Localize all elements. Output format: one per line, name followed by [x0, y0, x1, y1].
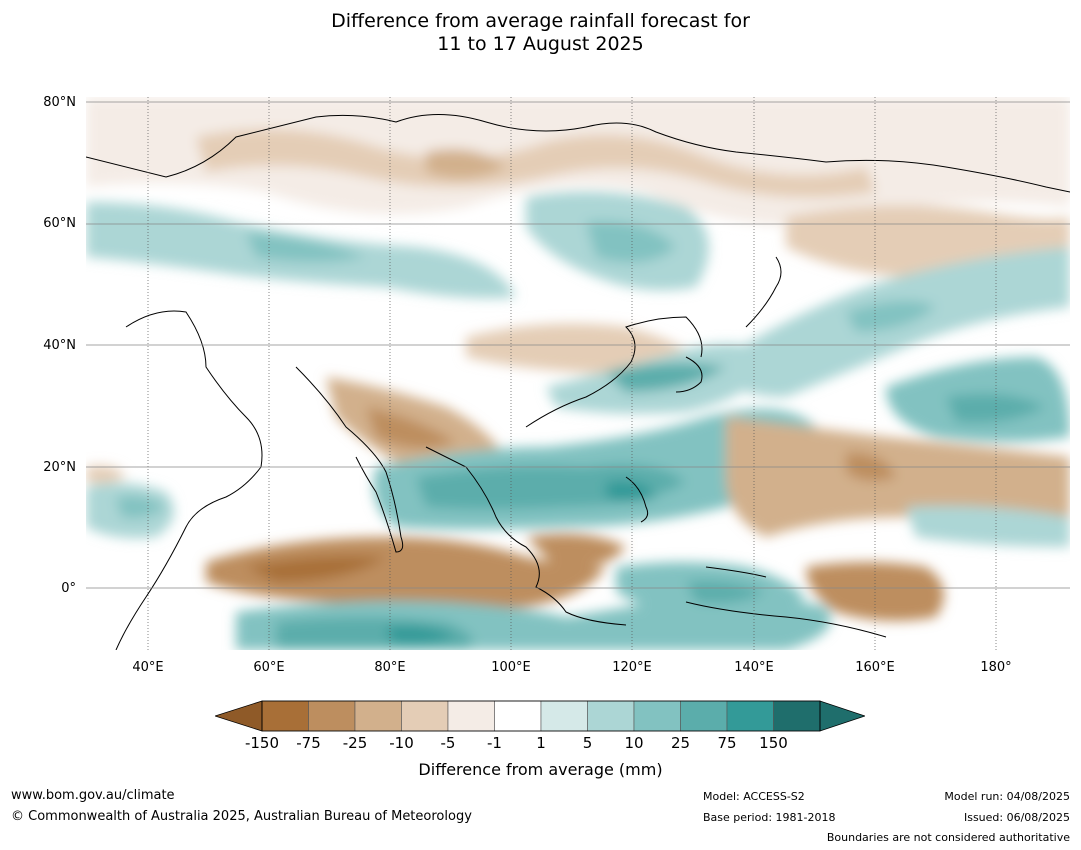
anomaly-wet-central-siberia-core — [586, 221, 676, 263]
colorbar-cell — [494, 700, 542, 732]
title-line-2: 11 to 17 August 2025 — [437, 33, 644, 55]
gridlines — [147, 97, 997, 650]
colorbar-cell — [401, 700, 449, 732]
coastlines — [86, 114, 1070, 650]
anomaly-dry-borneo — [526, 533, 626, 568]
lat-label-0: 0° — [61, 581, 76, 596]
anomaly-dry-indian-ocean — [206, 537, 606, 609]
anomaly-dry-siberia-core — [426, 149, 506, 179]
colorbar-over-arrow — [819, 700, 865, 732]
colorbar-tick-label: -25 — [342, 734, 368, 752]
lon-label-40e: 40°E — [132, 660, 164, 675]
latitude-lines — [86, 101, 1070, 589]
colorbar-cell — [726, 700, 774, 732]
lon-label-120e: 120°E — [612, 660, 652, 675]
anomaly-wet-china-core — [606, 363, 726, 392]
anomaly-wet-south-indian-ocean-max — [386, 625, 456, 644]
colorbar-cell — [354, 700, 402, 732]
anomaly-dry-siberia — [196, 129, 876, 198]
colorbar-tick-label: 5 — [582, 734, 593, 752]
base-period-text: Base period: 1981-2018 — [703, 811, 836, 824]
colorbar-tick-label: 1 — [536, 734, 546, 752]
anomaly-wet-equatorial-pacific — [906, 505, 1070, 547]
colorbar-cell — [773, 700, 821, 732]
anomaly-dry-arabia-edge — [86, 465, 126, 484]
anomaly-wet-indonesia-core — [686, 580, 766, 604]
issued-text: Issued: 06/08/2025 — [963, 811, 1070, 824]
model-run-text: Model run: 04/08/2025 — [944, 790, 1070, 803]
colorbar-tick-label: 150 — [759, 734, 788, 752]
lat-label-60n: 60°N — [43, 216, 76, 231]
anomaly-wet-east-africa-core — [116, 495, 166, 519]
rainfall-anomaly-map — [86, 97, 1070, 650]
colorbar-cell — [261, 700, 309, 732]
colorbar — [215, 700, 865, 732]
lon-label-100e: 100°E — [491, 660, 531, 675]
colorbar-cell — [447, 700, 495, 732]
colorbar-cell — [680, 700, 728, 732]
colorbar-title: Difference from average (mm) — [418, 760, 663, 779]
anomaly-wet-philippines-core — [606, 481, 656, 502]
colorbar-cell — [540, 700, 588, 732]
colorbar-cell — [308, 700, 356, 732]
colorbar-tick-label: -10 — [389, 734, 414, 752]
colorbar-tick-label: -75 — [296, 734, 321, 752]
colorbar-tick-label: -5 — [440, 734, 456, 752]
colorbar-cell — [633, 700, 681, 732]
disclaimer-text: Boundaries are not considered authoritat… — [826, 831, 1070, 844]
anomaly-dry-himalaya-core — [366, 407, 456, 449]
colorbar-tick-label: 10 — [624, 734, 644, 752]
lat-label-20n: 20°N — [43, 460, 76, 475]
colorbar-tick-label: -150 — [244, 734, 280, 752]
anomaly-wet-central-pacific-core — [946, 393, 1046, 423]
copyright-text: © Commonwealth of Australia 2025, Austra… — [11, 809, 472, 824]
lon-label-80e: 80°E — [374, 660, 406, 675]
website-link[interactable]: www.bom.gov.au/climate — [11, 788, 175, 803]
anomaly-wet-eurasia-core — [246, 232, 366, 262]
title-line-1: Difference from average rainfall forecas… — [331, 10, 750, 32]
model-text: Model: ACCESS-S2 — [703, 790, 805, 803]
lon-label-180: 180° — [980, 660, 1012, 675]
lon-label-160e: 160°E — [855, 660, 895, 675]
anomaly-dry-indian-ocean-core — [246, 555, 386, 582]
anomaly-dry-coral-sea — [806, 562, 944, 621]
lat-label-40n: 40°N — [43, 338, 76, 353]
lon-label-60e: 60°E — [253, 660, 285, 675]
colorbar-cell — [587, 700, 635, 732]
anomaly-dry-west-pacific-core — [846, 452, 896, 481]
lon-label-140e: 140°E — [734, 660, 774, 675]
colorbar-tick-label: -1 — [487, 734, 502, 752]
colorbar-under-arrow — [215, 700, 263, 732]
chart-title: Difference from average rainfall forecas… — [0, 10, 1081, 56]
anomaly-wet-north-pacific-core — [846, 300, 936, 332]
lat-label-80n: 80°N — [43, 95, 76, 110]
colorbar-tick-label: 75 — [717, 734, 737, 752]
colorbar-tick-label: 25 — [670, 734, 691, 752]
